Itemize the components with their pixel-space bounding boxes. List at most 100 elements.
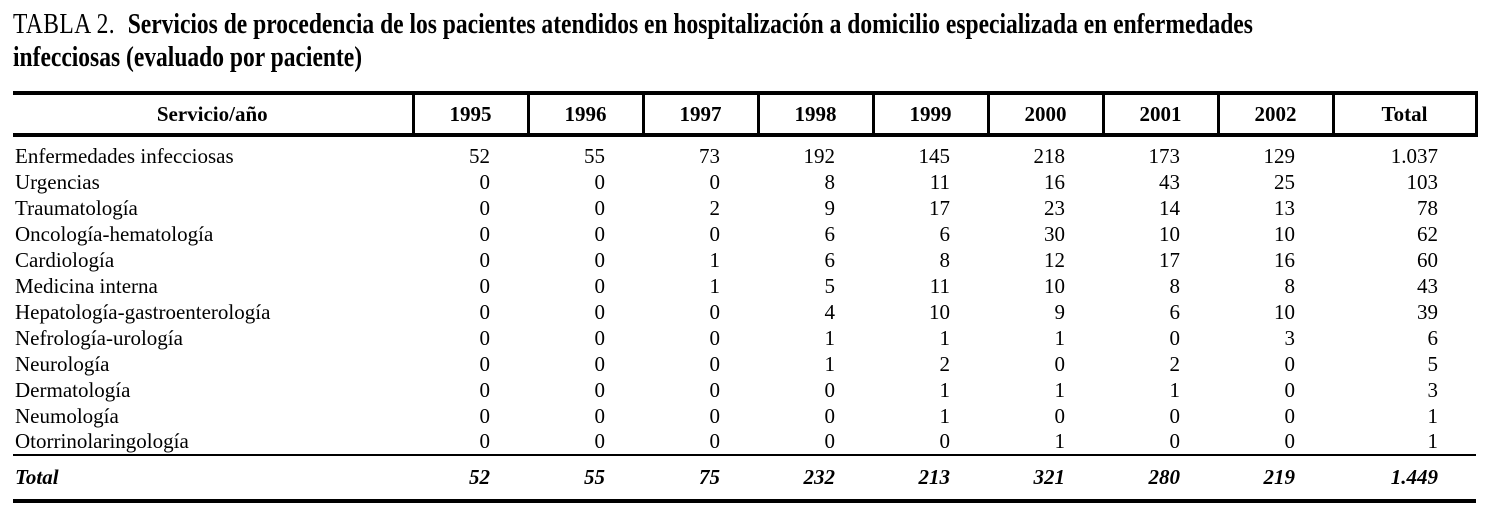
cell-value: 0 xyxy=(709,403,721,428)
cell-value: 3 xyxy=(1427,377,1439,402)
cell-value: 0 xyxy=(709,429,721,453)
cell-value: 0 xyxy=(1284,403,1296,428)
service-name-cell: Nefrología-urología xyxy=(15,325,183,350)
cell-value: 62 xyxy=(1417,221,1438,246)
cell-value: 9 xyxy=(824,195,836,220)
cell-value: 0 xyxy=(479,169,491,194)
total-value-1997: 75 xyxy=(643,454,758,503)
cell-value: 0 xyxy=(824,429,836,453)
service-name-cell: Hepatología-gastroenterología xyxy=(15,299,271,324)
table-row: Enfermedades infecciosas 52 55 73 192 145 218… xyxy=(13,135,1476,169)
cell-value: 1 xyxy=(939,325,951,350)
cell-value: 10 xyxy=(1274,299,1295,324)
cell-value: 0 xyxy=(594,325,606,350)
cell-value: 8 xyxy=(939,247,951,272)
cell-value: 1 xyxy=(709,247,721,272)
cell-value: 0 xyxy=(709,325,721,350)
cell-value: 52 xyxy=(469,144,490,168)
cell-value: 0 xyxy=(479,325,491,350)
cell-value: 9 xyxy=(1054,299,1066,324)
cell-value: 1 xyxy=(939,403,951,428)
cell-value: 8 xyxy=(1284,273,1296,298)
cell-value: 4 xyxy=(824,299,836,324)
cell-value: 6 xyxy=(824,247,836,272)
cell-value: 0 xyxy=(594,429,606,453)
column-header-1995: 1995 xyxy=(411,91,528,137)
cell-value: 23 xyxy=(1044,195,1065,220)
service-name-cell: Otorrinolaringología xyxy=(15,429,189,453)
cell-value: 11 xyxy=(929,169,950,194)
service-name-cell: Cardiología xyxy=(15,247,115,272)
table-row: Otorrinolaringología 0 0 0 0 0 1 0 0 1 xyxy=(13,429,1476,455)
cell-value: 0 xyxy=(1054,403,1066,428)
table-row: Medicina interna 0 0 1 5 11 10 8 8 43 xyxy=(13,273,1476,299)
cell-value: 10 xyxy=(1159,221,1180,246)
cell-value: 0 xyxy=(939,429,951,453)
cell-value: 8 xyxy=(1169,273,1181,298)
table-caption-line2: infecciosas (evaluado por paciente) xyxy=(13,41,1253,74)
cell-value: 1 xyxy=(1054,325,1066,350)
table-row: Urgencias 0 0 0 8 11 16 43 25 103 xyxy=(13,169,1476,195)
cell-value: 5 xyxy=(824,273,836,298)
total-row-label: Total xyxy=(13,454,413,503)
table-caption-line1: TABLA 2. Servicios de procedencia de los … xyxy=(13,8,1253,41)
cell-value: 10 xyxy=(929,299,950,324)
cell-value: 55 xyxy=(584,144,605,168)
cell-value: 0 xyxy=(479,377,491,402)
cell-value: 0 xyxy=(594,169,606,194)
cell-value: 30 xyxy=(1044,221,1065,246)
service-name-cell: Dermatología xyxy=(15,377,131,402)
cell-value: 0 xyxy=(709,299,721,324)
cell-value: 0 xyxy=(479,273,491,298)
cell-value: 0 xyxy=(479,403,491,428)
table-title-line1: Servicios de procedencia de los paciente… xyxy=(127,9,1253,40)
cell-value: 0 xyxy=(1284,351,1296,376)
table-title-line2: infecciosas (evaluado por paciente) xyxy=(13,42,363,73)
cell-value: 1 xyxy=(1427,429,1439,453)
cell-value: 0 xyxy=(594,273,606,298)
cell-value: 17 xyxy=(929,195,950,220)
cell-value: 1 xyxy=(1054,429,1066,453)
cell-value: 145 xyxy=(918,144,951,168)
service-name-cell: Traumatología xyxy=(15,195,138,220)
table-number-label: TABLA 2. xyxy=(13,9,116,40)
service-name-cell: Neumología xyxy=(15,403,119,428)
cell-value: 0 xyxy=(479,429,491,453)
table-total-row: Total 52 55 75 232 213 321 280 219 1.449 xyxy=(13,454,1476,503)
total-value-2002: 219 xyxy=(1218,454,1333,503)
table-header-row: Servicio/año 1995 1996 1997 1998 1999 20… xyxy=(13,91,1478,137)
cell-value: 1 xyxy=(1169,377,1181,402)
cell-value: 0 xyxy=(709,221,721,246)
cell-value: 2 xyxy=(1169,351,1181,376)
total-value-1996: 55 xyxy=(528,454,643,503)
table-caption: TABLA 2. Servicios de procedencia de los … xyxy=(13,8,1489,74)
cell-value: 0 xyxy=(824,377,836,402)
table-row: Traumatología 0 0 2 9 17 23 14 13 78 xyxy=(13,195,1476,221)
cell-value: 10 xyxy=(1044,273,1065,298)
column-header-2002: 2002 xyxy=(1216,91,1333,137)
column-header-2000: 2000 xyxy=(986,91,1103,137)
total-value-1995: 52 xyxy=(413,454,528,503)
cell-value: 2 xyxy=(939,351,951,376)
cell-value: 6 xyxy=(939,221,951,246)
cell-value: 192 xyxy=(803,144,836,168)
cell-value: 0 xyxy=(479,247,491,272)
cell-value: 0 xyxy=(594,247,606,272)
column-header-total: Total xyxy=(1331,91,1478,137)
cell-value: 0 xyxy=(1169,403,1181,428)
service-name-cell: Urgencias xyxy=(15,169,100,194)
cell-value: 0 xyxy=(594,377,606,402)
total-value-1998: 232 xyxy=(758,454,873,503)
total-value-1999: 213 xyxy=(873,454,988,503)
cell-value: 5 xyxy=(1427,351,1439,376)
cell-value: 0 xyxy=(594,299,606,324)
cell-value: 8 xyxy=(824,169,836,194)
cell-value: 0 xyxy=(594,351,606,376)
table-row: Cardiología 0 0 1 6 8 12 17 16 60 xyxy=(13,247,1476,273)
cell-value: 3 xyxy=(1284,325,1296,350)
cell-value: 0 xyxy=(479,221,491,246)
column-header-1996: 1996 xyxy=(526,91,643,137)
cell-value: 43 xyxy=(1159,169,1180,194)
cell-value: 0 xyxy=(594,221,606,246)
